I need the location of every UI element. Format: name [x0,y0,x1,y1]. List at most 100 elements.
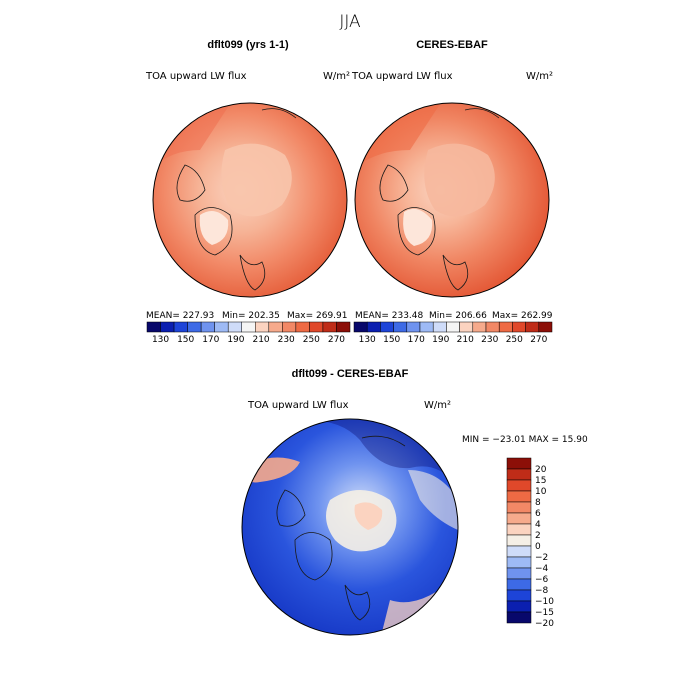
panel-obs-min: Min= 206.66 [429,311,487,321]
colorbar-tick-label: −8 [535,586,549,596]
panel-diff-warm-center [354,502,383,530]
panel-obs-map [354,102,550,298]
colorbar-swatch [268,321,283,333]
colorbar-tick-label: 250 [303,335,320,345]
colorbar-swatch [472,321,487,333]
colorbar-tick-label: 250 [506,335,523,345]
colorbar-tick-label: 130 [152,335,169,345]
colorbar-tick-label: −15 [535,608,554,618]
panel-obs-title: CERES-EBAF [416,39,488,51]
colorbar-swatch [366,321,381,333]
colorbar-swatch [506,545,532,558]
colorbar-swatch [506,578,532,591]
panel-obs-units: W/m² [526,71,553,82]
colorbar-swatch [214,321,229,333]
panel-model-arctic-patch [221,143,292,217]
panel-model-max: Max= 269.91 [287,311,348,321]
colorbar-swatch [393,321,408,333]
colorbar-tick-label: 190 [432,335,449,345]
panel-obs-rim [354,102,550,298]
colorbar-swatch [241,321,256,333]
colorbar-swatch [282,321,297,333]
panel-obs-max: Max= 262.99 [492,311,553,321]
colorbar-tick-label: 0 [535,542,541,552]
panel-model-coast-3 [239,254,266,291]
colorbar-swatch [485,321,500,333]
colorbar-swatch [512,321,526,333]
panel-model-variable: TOA upward LW flux [145,71,247,82]
panel-model: dflt099 (yrs 1-1) TOA upward LW flux W/m… [145,39,351,345]
colorbar-swatch [506,468,532,481]
panel-obs-coast-4 [464,108,500,119]
colorbar-tick-label: 4 [535,520,541,530]
panel-obs-coast-1 [379,164,409,202]
colorbar-swatch [419,321,434,333]
colorbar-swatch [525,321,540,333]
colorbar-swatch [187,321,202,333]
colorbar-tick-label: 230 [278,335,295,345]
panel-model-greenland-patch [199,211,229,245]
colorbar-tick-label: 15 [535,476,546,486]
panel-obs-arctic-patch [424,143,495,217]
colorbar-swatch [506,589,532,602]
colorbar-tick-label: 210 [457,335,474,345]
colorbar-tick-label: 150 [177,335,194,345]
colorbar-tick-label: 270 [530,335,547,345]
colorbar-swatch [506,523,532,536]
colorbar-swatch [506,490,532,503]
colorbar-swatch [506,479,532,492]
colorbar-swatch [322,321,337,333]
colorbar-swatch [446,321,460,333]
colorbar-tick-label: 6 [535,509,541,519]
panel-diff-rim [241,418,459,636]
colorbar-tick-label: 190 [227,335,244,345]
colorbar-tick-label: 10 [535,487,547,497]
panel-model-coast-2 [194,207,233,256]
colorbar-tick-label: 230 [481,335,498,345]
panel-diff-map [241,418,459,636]
colorbar-tick-label: 170 [202,335,219,345]
colorbar-swatch [336,321,351,333]
colorbar-tick-label: 20 [535,465,547,475]
colorbar-swatch [200,321,215,333]
panel-diff-variable: TOA upward LW flux [247,400,349,411]
colorbar-swatch [432,321,447,333]
colorbar-tick-label: 270 [328,335,345,345]
colorbar-swatch [160,321,175,333]
panel-diff: dflt099 - CERES-EBAF TOA upward LW flux … [241,368,588,636]
colorbar-swatch [459,321,474,333]
panel-obs-colorbar: 130 150 170 190 210 230 250 270 [353,321,553,345]
panel-diff-neutral-east [408,470,458,530]
colorbar-swatch [506,512,532,525]
colorbar-tick-label: −4 [535,564,549,574]
colorbar-swatch [353,321,368,333]
panel-diff-coast-1 [276,489,306,527]
panel-model-coast-4 [261,108,297,119]
panel-obs-coast-3 [442,254,469,291]
colorbar-tick-label: −2 [535,553,548,563]
colorbar-tick-label: −10 [535,597,554,607]
panel-diff-minmax: MIN = −23.01 MAX = 15.90 [462,435,588,445]
panel-model-title: dflt099 (yrs 1-1) [207,39,289,51]
panel-model-min: Min= 202.35 [222,311,280,321]
colorbar-swatch [146,321,161,333]
panel-obs: CERES-EBAF TOA upward LW flux W/m² MEAN=… [351,39,553,345]
panel-obs-coast-2 [397,207,436,256]
panel-model-colorbar: 130 150 170 190 210 230 250 270 [146,321,351,345]
panel-diff-coast-3 [344,584,371,621]
colorbar-tick-label: 2 [535,531,541,541]
colorbar-tick-label: 170 [408,335,425,345]
colorbar-swatch [506,600,532,613]
panel-obs-mean: MEAN= 233.48 [355,311,424,321]
panel-diff-title: dflt099 - CERES-EBAF [292,368,409,380]
colorbar-swatch [538,321,553,333]
panel-model-map [152,102,348,298]
panel-model-mean: MEAN= 227.93 [146,311,214,321]
colorbar-tick-label: 8 [535,498,541,508]
colorbar-tick-label: 210 [252,335,269,345]
colorbar-swatch [506,556,532,569]
colorbar-swatch [309,321,324,333]
colorbar-swatch [406,321,421,333]
